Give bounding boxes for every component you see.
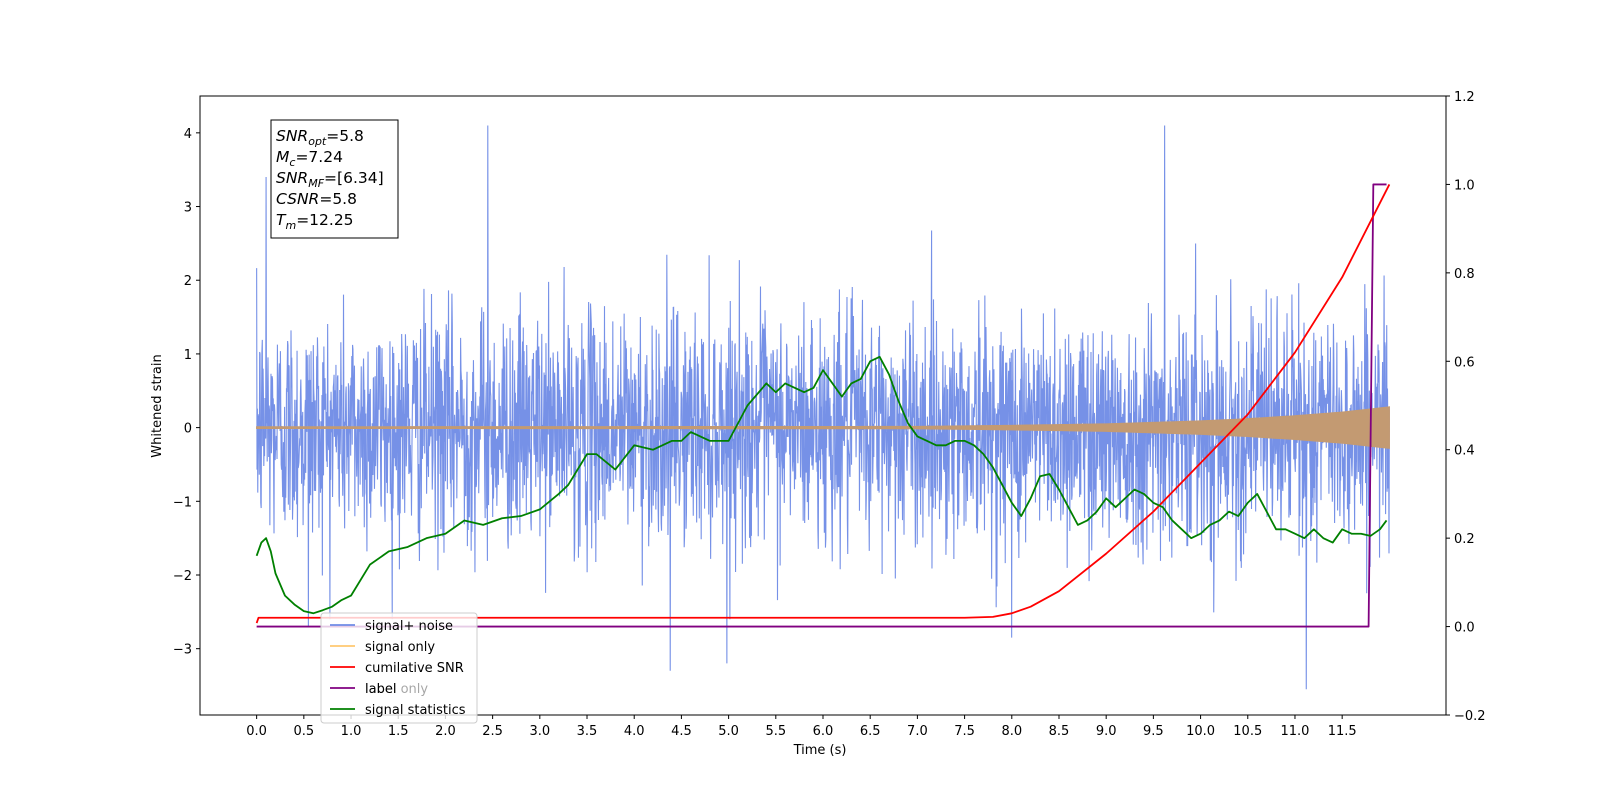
x-tick-label: 6.5 — [860, 724, 881, 739]
x-tick-label: 11.0 — [1280, 724, 1309, 739]
x-tick-label: 2.5 — [482, 724, 503, 739]
legend-hidden-entry: label only — [365, 682, 428, 697]
y2-tick-label: 0.8 — [1454, 267, 1475, 282]
x-tick-label: 11.5 — [1328, 724, 1357, 739]
y2-tick-label: 1.0 — [1454, 178, 1475, 193]
y-tick-label: −2 — [173, 569, 192, 584]
x-tick-label: 8.0 — [1001, 724, 1022, 739]
y-tick-label: 3 — [184, 201, 192, 216]
x-tick-label: 5.5 — [765, 724, 786, 739]
right-axis-series — [255, 183, 1391, 628]
x-axis-label: Time (s) — [793, 743, 847, 758]
y-tick-label: 1 — [184, 348, 192, 363]
y-tick-label: −1 — [173, 495, 192, 510]
y-tick-label: 2 — [184, 274, 192, 289]
noise-line — [256, 125, 1390, 690]
legend-frame — [320, 612, 478, 724]
y-axis-right: −0.2 0.0 0.2 0.4 0.6 0.8 1.0 1.2 — [1446, 90, 1486, 724]
signal-statistics-line — [255, 355, 1388, 615]
annotation-frame — [270, 119, 399, 239]
legend-entry: label — [365, 682, 396, 697]
noise-series — [256, 125, 1390, 690]
x-tick-label: 4.5 — [671, 724, 692, 739]
label-line — [256, 183, 1387, 628]
x-tick-label: 1.5 — [388, 724, 409, 739]
x-tick-label: 10.0 — [1186, 724, 1215, 739]
annotation-line: Tm=12.25 — [276, 211, 354, 232]
x-tick-label: 7.0 — [907, 724, 928, 739]
y-axis-left: −3 −2 −1 0 1 2 3 4 — [173, 127, 200, 658]
x-tick-label: 6.0 — [813, 724, 834, 739]
y-axis-label: Whitened strain — [150, 354, 165, 457]
x-tick-label: 7.5 — [954, 724, 975, 739]
legend: label only signal+ noise signal only cumila… — [320, 612, 478, 724]
signal-only-series — [256, 406, 1390, 449]
x-axis: 0.0 0.5 1.0 1.5 2.0 2.5 3.0 3.5 4.0 4.5 5.0 5.5 6.0 6… — [246, 715, 1357, 739]
y-tick-label: 4 — [184, 127, 192, 142]
x-tick-label: 0.5 — [293, 724, 314, 739]
legend-entry: signal statistics — [365, 703, 466, 718]
x-tick-label: 2.0 — [435, 724, 456, 739]
y2-tick-label: 0.2 — [1454, 532, 1475, 547]
y-tick-label: −3 — [173, 643, 192, 658]
x-tick-label: 10.5 — [1233, 724, 1262, 739]
x-tick-label: 4.0 — [624, 724, 645, 739]
x-tick-label: 1.0 — [341, 724, 362, 739]
annotation-line: SNRopt=5.8 — [276, 127, 364, 148]
y2-tick-label: −0.2 — [1454, 709, 1486, 724]
x-tick-label: 3.5 — [577, 724, 598, 739]
annotation-line: CSNR=5.8 — [276, 190, 357, 208]
legend-entry: signal only — [365, 640, 435, 655]
y-tick-label: 0 — [184, 422, 192, 437]
x-tick-label: 9.5 — [1143, 724, 1164, 739]
x-tick-label: 0.0 — [246, 724, 267, 739]
signal-only-band — [256, 406, 1390, 449]
x-tick-label: 9.0 — [1096, 724, 1117, 739]
x-tick-label: 8.5 — [1049, 724, 1070, 739]
legend-entry: cumilative SNR — [365, 661, 464, 676]
y2-tick-label: 1.2 — [1454, 90, 1475, 105]
legend-entry: signal+ noise — [365, 619, 453, 634]
cumulative-snr-line — [255, 184, 1391, 624]
annotation-line: Mc=7.24 — [276, 148, 343, 169]
y2-tick-label: 0.6 — [1454, 355, 1475, 370]
x-tick-label: 5.0 — [718, 724, 739, 739]
y2-tick-label: 0.0 — [1454, 621, 1475, 636]
annotation-line: SNRMF=[6.34] — [276, 169, 384, 190]
x-tick-label: 3.0 — [529, 724, 550, 739]
y2-tick-label: 0.4 — [1454, 444, 1475, 459]
